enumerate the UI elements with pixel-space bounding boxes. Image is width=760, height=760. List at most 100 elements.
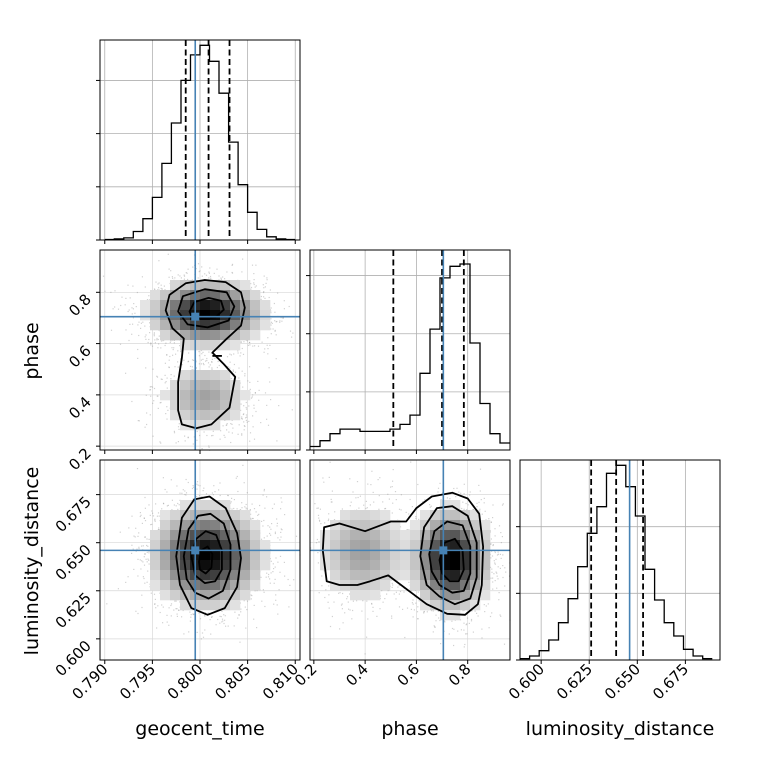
scatter-point <box>114 306 116 308</box>
density-cell <box>200 390 211 401</box>
scatter-point <box>245 414 248 416</box>
scatter-point <box>206 357 208 360</box>
scatter-point <box>164 382 166 384</box>
scatter-point <box>173 342 175 344</box>
scatter-point <box>166 621 168 623</box>
scatter-point <box>244 506 246 508</box>
scatter-point <box>231 432 233 434</box>
scatter-point <box>211 361 213 363</box>
scatter-point <box>140 514 142 516</box>
scatter-point <box>173 347 175 349</box>
scatter-point <box>262 589 264 591</box>
density-cell <box>200 400 211 411</box>
scatter-point <box>184 490 186 492</box>
scatter-point <box>223 614 225 616</box>
density-cell <box>240 390 251 401</box>
density-cell <box>220 340 231 351</box>
scatter-point <box>258 513 260 515</box>
scatter-point <box>272 328 274 330</box>
scatter-point <box>141 560 143 562</box>
scatter-point <box>157 283 159 285</box>
scatter-point <box>208 445 210 447</box>
scatter-point <box>158 529 160 531</box>
scatter-point <box>260 295 262 298</box>
scatter-point <box>222 620 224 622</box>
scatter-point <box>219 622 221 624</box>
scatter-point <box>264 507 266 509</box>
scatter-point <box>275 358 277 360</box>
scatter-point <box>142 321 144 323</box>
scatter-point <box>279 320 281 322</box>
scatter-point <box>256 590 258 592</box>
density-cell <box>250 290 261 301</box>
scatter-point <box>153 387 156 390</box>
scatter-point <box>198 355 200 357</box>
scatter-point <box>112 308 114 310</box>
scatter-point <box>248 341 251 344</box>
scatter-point <box>125 329 127 331</box>
scatter-point <box>229 367 231 369</box>
scatter-point <box>277 537 279 539</box>
scatter-point <box>241 416 243 418</box>
scatter-point <box>131 400 133 403</box>
scatter-point <box>174 366 176 368</box>
scatter-point <box>219 438 221 440</box>
scatter-point <box>205 360 207 362</box>
scatter-point <box>253 404 255 406</box>
scatter-point <box>254 590 256 592</box>
scatter-point <box>124 304 126 306</box>
scatter-point <box>187 268 189 270</box>
scatter-point <box>274 329 276 331</box>
density-cell <box>180 400 191 411</box>
scatter-point <box>271 507 274 510</box>
scatter-point <box>146 412 148 414</box>
scatter-point <box>153 288 156 290</box>
density-cell <box>210 410 221 421</box>
scatter-point <box>185 494 187 496</box>
scatter-point <box>136 291 138 294</box>
scatter-point <box>166 418 168 420</box>
scatter-point <box>211 492 213 494</box>
scatter-point <box>159 441 161 443</box>
scatter-point <box>168 366 170 368</box>
scatter-point <box>238 424 240 426</box>
scatter-point <box>195 268 197 270</box>
scatter-point <box>224 419 226 421</box>
scatter-point <box>114 290 116 292</box>
scatter-point <box>250 397 253 399</box>
scatter-point <box>180 277 182 279</box>
scatter-point <box>156 627 158 629</box>
scatter-point <box>250 518 252 520</box>
scatter-point <box>162 622 164 624</box>
scatter-point <box>172 349 174 351</box>
scatter-point <box>252 394 254 396</box>
density-cell <box>180 280 191 291</box>
scatter-point <box>187 481 189 484</box>
scatter-point <box>154 518 156 520</box>
scatter-point <box>242 353 245 355</box>
scatter-point <box>208 272 210 274</box>
scatter-point <box>132 317 134 319</box>
scatter-point <box>151 510 153 512</box>
scatter-point <box>163 503 165 505</box>
scatter-point <box>157 529 160 531</box>
scatter-point <box>120 304 122 307</box>
scatter-point <box>131 544 133 546</box>
scatter-point <box>249 381 251 383</box>
scatter-point <box>173 375 175 377</box>
density-cell <box>210 370 221 381</box>
scatter-point <box>156 376 159 378</box>
scatter-point <box>196 631 198 633</box>
scatter-point <box>188 352 190 354</box>
scatter-point <box>166 505 168 507</box>
scatter-point <box>253 283 255 286</box>
density-cell <box>230 300 241 311</box>
scatter-point <box>163 285 165 287</box>
scatter-point <box>192 486 195 488</box>
scatter-point <box>174 277 176 279</box>
scatter-point <box>195 367 197 369</box>
scatter-point <box>289 330 292 332</box>
scatter-point <box>262 284 264 286</box>
scatter-point <box>149 514 151 516</box>
density-cell <box>170 280 181 291</box>
